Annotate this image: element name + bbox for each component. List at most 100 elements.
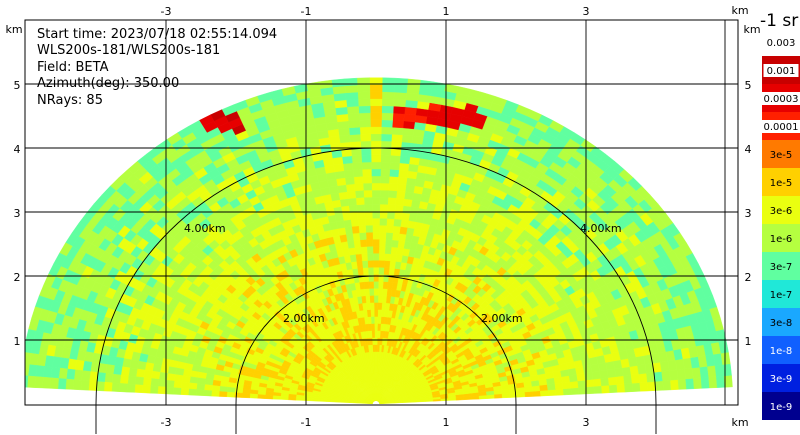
- gate-cell: [364, 217, 373, 226]
- gate-cell: [195, 389, 205, 396]
- gate-cell: [353, 176, 364, 185]
- gate-cell: [211, 385, 221, 392]
- gate-cell: [380, 175, 390, 184]
- colorbar-tick-label: 3e-9: [770, 374, 793, 385]
- gate-cell: [380, 316, 385, 325]
- start-time-text: Start time: 2023/07/18 02:55:14.094: [37, 27, 277, 42]
- gate-cell: [81, 370, 91, 382]
- gate-cell: [359, 133, 372, 142]
- gate-cell: [380, 147, 392, 156]
- range-label-2km-left: 2.00km: [283, 312, 325, 325]
- gate-cell: [373, 274, 379, 282]
- gate-cell: [272, 395, 281, 400]
- gate-cell: [332, 85, 346, 95]
- gate-cell: [366, 238, 374, 247]
- gate-cell: [372, 253, 380, 261]
- gate-cell: [606, 368, 617, 378]
- gate-cell: [389, 162, 400, 171]
- gate-cell: [669, 369, 679, 381]
- gate-cell: [356, 211, 366, 220]
- gate-cell: [374, 330, 378, 338]
- range-label-4km-right: 4.00km: [580, 222, 622, 235]
- gate-cell: [358, 225, 367, 234]
- gate-cell: [119, 383, 128, 393]
- gate-cell: [50, 366, 61, 379]
- y-tick-label: 4: [745, 143, 752, 156]
- gate-cell: [378, 260, 385, 268]
- gate-cell: [394, 77, 409, 87]
- gate-cell: [578, 386, 587, 395]
- gate-cell: [371, 189, 381, 198]
- gate-cell: [346, 105, 360, 115]
- gate-cell: [120, 366, 131, 377]
- gate-cell: [49, 377, 59, 390]
- gate-cell: [396, 247, 404, 256]
- gate-cell: [395, 190, 406, 199]
- gate-cell: [348, 119, 361, 129]
- gate-cell: [357, 91, 371, 100]
- gate-cell: [119, 374, 129, 385]
- gate-cell: [381, 295, 387, 304]
- gate-cell: [336, 113, 349, 123]
- gate-cell: [367, 267, 374, 275]
- gate-cell: [343, 77, 358, 87]
- gate-cell: [372, 231, 380, 240]
- gate-cell: [264, 394, 274, 400]
- scan-info: Start time: 2023/07/18 02:55:14.094 WLS2…: [37, 27, 277, 108]
- gate-cell: [135, 368, 146, 378]
- y-tick-label: 3: [14, 207, 21, 220]
- range-label-4km-left: 4.00km: [184, 222, 226, 235]
- gate-cell: [376, 351, 380, 359]
- gate-cell: [346, 190, 357, 199]
- gate-cell: [397, 240, 406, 249]
- gate-cell: [347, 197, 357, 206]
- gate-cell: [336, 120, 350, 130]
- nrays-text: NRays: 85: [37, 93, 103, 108]
- gate-cell: [204, 378, 214, 386]
- gate-cell: [331, 78, 346, 88]
- gate-cell: [142, 384, 151, 394]
- x-tick-label: -3: [161, 416, 172, 429]
- gate-cell: [555, 388, 564, 396]
- gate-cell: [80, 379, 90, 391]
- colorbar-tick-label: 1e-9: [770, 402, 793, 413]
- gate-cell: [359, 119, 371, 128]
- gate-cell: [143, 369, 153, 379]
- gate-cell: [196, 383, 206, 391]
- gate-cell: [95, 381, 105, 392]
- gate-cell: [385, 232, 394, 241]
- gate-cell: [373, 295, 379, 303]
- gate-cell: [693, 377, 703, 390]
- gate-cell: [383, 260, 391, 269]
- gate-cell: [360, 147, 372, 156]
- gate-cell: [397, 176, 408, 185]
- gate-cell: [379, 203, 388, 212]
- gate-cell: [354, 190, 365, 199]
- gate-cell: [341, 155, 353, 165]
- gate-cell: [639, 381, 649, 392]
- gate-cell: [677, 378, 687, 390]
- x-tick-label: 3: [583, 416, 590, 429]
- y-tick-label: 2: [745, 271, 752, 284]
- gate-cell: [591, 370, 601, 380]
- gate-cell: [372, 224, 380, 233]
- gate-cell: [601, 384, 610, 394]
- x-tick-label: 1: [443, 5, 450, 18]
- gate-cell: [380, 309, 386, 318]
- gate-cell: [391, 126, 404, 136]
- gate-cell: [165, 379, 175, 388]
- gate-cell: [35, 365, 45, 378]
- gate-cell: [337, 184, 348, 194]
- gate-cell: [381, 119, 393, 128]
- gate-cell: [348, 204, 358, 213]
- gate-cell: [350, 147, 362, 157]
- gate-cell: [359, 239, 368, 248]
- gate-cell: [364, 203, 373, 212]
- gate-cell: [396, 183, 407, 192]
- gate-cell: [362, 182, 373, 191]
- gate-cell: [34, 376, 44, 389]
- gate-cell: [585, 386, 595, 395]
- gate-cell: [371, 168, 381, 177]
- gate-cell: [381, 98, 395, 107]
- gate-cell: [359, 126, 371, 135]
